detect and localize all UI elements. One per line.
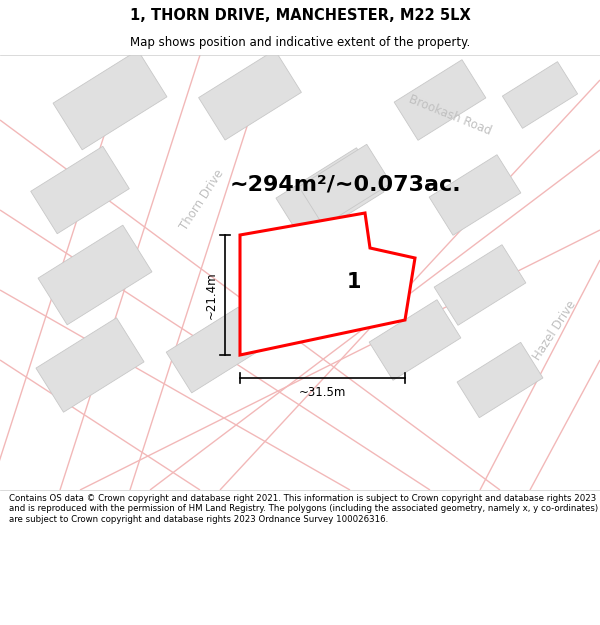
Polygon shape — [276, 148, 384, 242]
Text: Hazel Drive: Hazel Drive — [531, 298, 579, 362]
Text: ~294m²/~0.073ac.: ~294m²/~0.073ac. — [229, 175, 461, 195]
Polygon shape — [457, 342, 543, 418]
Polygon shape — [166, 307, 264, 393]
Text: Thorn Drive: Thorn Drive — [178, 168, 226, 232]
Polygon shape — [429, 155, 521, 235]
Text: ~31.5m: ~31.5m — [299, 386, 346, 399]
Polygon shape — [31, 146, 129, 234]
Polygon shape — [299, 144, 391, 226]
Polygon shape — [199, 50, 301, 140]
Text: 1: 1 — [347, 271, 361, 291]
Polygon shape — [240, 213, 415, 355]
Text: Map shows position and indicative extent of the property.: Map shows position and indicative extent… — [130, 36, 470, 49]
Polygon shape — [38, 225, 152, 325]
Polygon shape — [53, 50, 167, 150]
Text: 1, THORN DRIVE, MANCHESTER, M22 5LX: 1, THORN DRIVE, MANCHESTER, M22 5LX — [130, 8, 470, 23]
Text: Contains OS data © Crown copyright and database right 2021. This information is : Contains OS data © Crown copyright and d… — [9, 494, 598, 524]
Polygon shape — [502, 62, 578, 128]
Text: Brookash Road: Brookash Road — [407, 92, 493, 138]
Polygon shape — [36, 318, 144, 412]
Polygon shape — [394, 60, 486, 140]
Polygon shape — [369, 300, 461, 380]
Text: ~21.4m: ~21.4m — [205, 271, 218, 319]
Polygon shape — [434, 245, 526, 325]
